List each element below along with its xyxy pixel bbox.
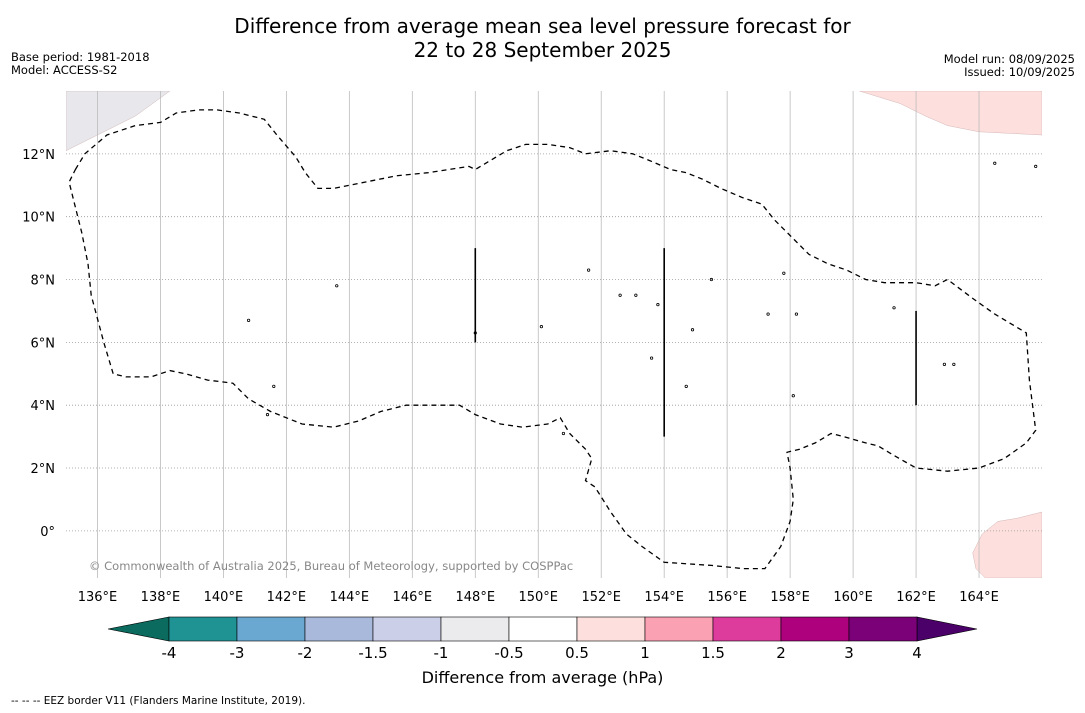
title-line-2: 22 to 28 September 2025: [413, 38, 672, 62]
issued-date: Issued: 10/09/2025: [964, 65, 1075, 79]
islands: [247, 161, 1038, 436]
colorbar-tick-label: 1.5: [701, 644, 725, 662]
island-marker: [791, 394, 795, 398]
shaded-region: [859, 91, 1042, 136]
longitude-tick-labels: 136°E 138°E 140°E 142°E 144°E 146°E 148°E 150°E…: [78, 590, 999, 605]
island-marker: [649, 356, 654, 360]
island-marker: [265, 413, 270, 417]
lon-tick-label: 146°E: [393, 590, 433, 605]
island-marker: [952, 362, 956, 366]
island-marker: [272, 384, 276, 388]
colorbar-label: Difference from average (hPa): [421, 668, 664, 687]
title-line-1: Difference from average mean sea level p…: [234, 14, 851, 38]
colorbar-swatch: [440, 616, 510, 642]
island-marker: [782, 271, 786, 275]
lon-tick-label: 148°E: [456, 590, 496, 605]
lat-tick-label: 4°N: [31, 399, 56, 414]
lat-tick-label: 6°N: [31, 336, 56, 351]
colorbar-swatch: [644, 616, 714, 642]
shaded-region: [66, 91, 171, 151]
shaded-region: [972, 511, 1042, 578]
colorbar-swatch: [304, 616, 374, 642]
eez-border-line: [68, 109, 1037, 570]
colorbar-swatch: [780, 616, 850, 642]
meta-right: Model run: 08/09/2025 Issued: 10/09/2025: [944, 53, 1075, 79]
island-marker: [247, 318, 251, 322]
colorbar-tick-label: 2: [776, 644, 786, 662]
attribution-text: © Commonwealth of Australia 2025, Bureau…: [89, 559, 573, 573]
lon-tick-label: 154°E: [644, 590, 684, 605]
island-marker: [690, 328, 695, 332]
lon-tick-label: 158°E: [770, 590, 810, 605]
model-run: Model run: 08/09/2025: [943, 52, 1075, 66]
base-period: Base period: 1981-2018: [11, 50, 150, 64]
lon-tick-label: 142°E: [267, 590, 307, 605]
lon-tick-label: 138°E: [141, 590, 181, 605]
colorbar-tick-label: -2: [298, 644, 313, 662]
island-marker: [766, 312, 770, 316]
model-name: Model: ACCESS-S2: [11, 63, 118, 77]
colorbar-tick-label: 3: [844, 644, 854, 662]
colorbar-swatch: [168, 616, 238, 642]
island-marker: [587, 268, 591, 272]
colorbar-swatch: [576, 616, 646, 642]
eez-legend-footnote: -- -- -- EEZ border V11 (Flanders Marine…: [11, 695, 306, 707]
island-marker: [539, 325, 544, 329]
island-marker: [709, 277, 714, 282]
lon-tick-label: 162°E: [896, 590, 936, 605]
colorbar-over-arrow: [916, 616, 978, 642]
island-marker: [335, 284, 339, 288]
colorbar: -4 -3 -2 -1.5 -1 -0.5 0.5 1 1.5 2 3 4: [107, 616, 978, 662]
anomaly-shading: [66, 91, 1042, 578]
colorbar-tick-label: 0.5: [565, 644, 589, 662]
colorbar-swatch: [848, 616, 918, 642]
lon-tick-label: 150°E: [518, 590, 558, 605]
colorbar-swatch: [236, 616, 306, 642]
lat-tick-label: 12°N: [22, 148, 55, 163]
colorbar-tick-label: -1: [434, 644, 449, 662]
boundary-lines: [474, 248, 917, 437]
island-marker: [618, 293, 622, 297]
lon-tick-label: 160°E: [833, 590, 873, 605]
colorbar-tick-label: -3: [230, 644, 245, 662]
island-marker: [794, 312, 799, 316]
colorbar-swatch: [372, 616, 442, 642]
island-marker: [892, 306, 896, 310]
colorbar-under-arrow: [107, 616, 170, 642]
lon-tick-label: 156°E: [707, 590, 747, 605]
island-marker: [993, 161, 997, 165]
island-marker: [561, 431, 566, 436]
island-marker: [634, 293, 638, 297]
island-marker: [656, 303, 660, 307]
island-marker: [684, 384, 688, 388]
lat-tick-label: 2°N: [31, 462, 56, 477]
latitude-tick-labels: 12°N 10°N 8°N 6°N 4°N 2°N 0°: [22, 148, 55, 540]
colorbar-tick-label: 4: [912, 644, 922, 662]
lon-tick-label: 164°E: [959, 590, 999, 605]
graticule: [66, 91, 1042, 578]
lon-tick-label: 140°E: [204, 590, 244, 605]
colorbar-tick-label: -4: [162, 644, 177, 662]
colorbar-swatch: [508, 616, 578, 642]
island-marker: [1034, 164, 1038, 169]
colorbar-swatch: [712, 616, 782, 642]
lon-tick-label: 144°E: [330, 590, 370, 605]
meta-left: Base period: 1981-2018 Model: ACCESS-S2: [11, 51, 150, 77]
lat-tick-label: 8°N: [31, 274, 56, 289]
colorbar-tick-label: 1: [640, 644, 650, 662]
lat-tick-label: 0°: [40, 525, 55, 540]
lat-tick-label: 10°N: [22, 211, 55, 226]
chart-title: Difference from average mean sea level p…: [0, 14, 1085, 62]
lon-tick-label: 152°E: [581, 590, 621, 605]
colorbar-tick-label: -1.5: [358, 644, 387, 662]
lon-tick-label: 136°E: [78, 590, 118, 605]
island-marker: [942, 362, 947, 366]
colorbar-tick-label: -0.5: [494, 644, 523, 662]
